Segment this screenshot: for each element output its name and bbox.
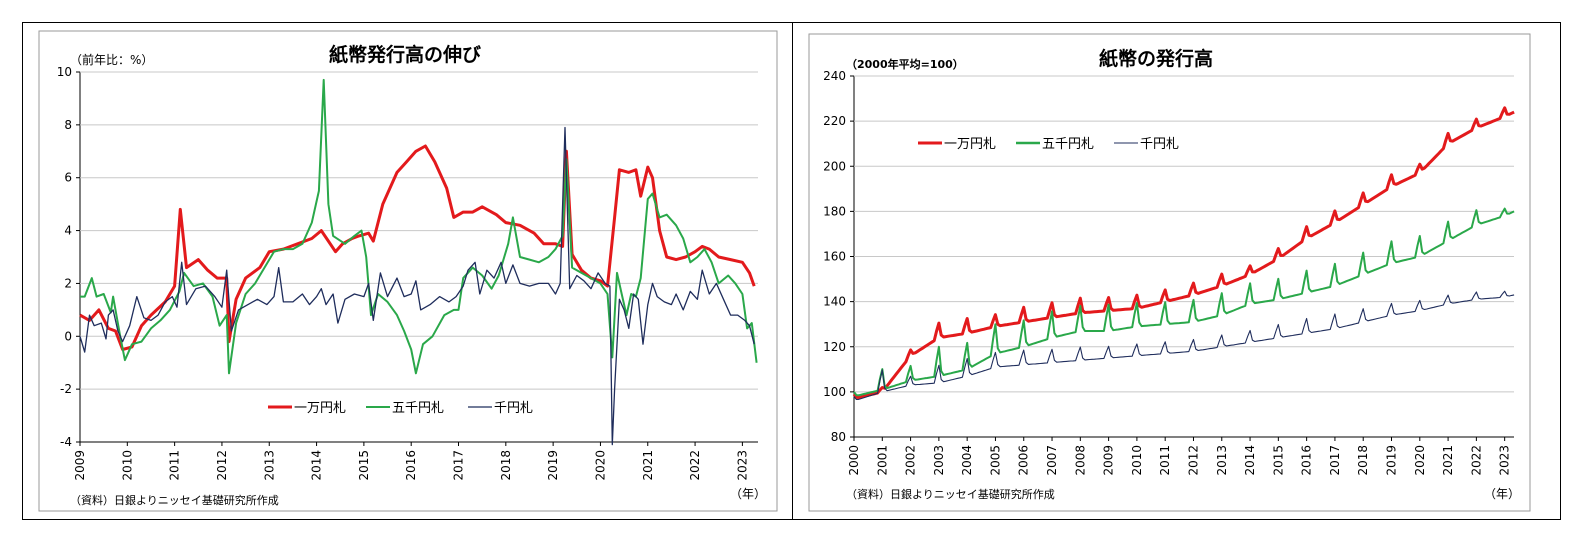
x-tick-label: 2008 (1073, 445, 1087, 476)
issuance-chart-y-ticks: 80 100 120 140 160 180 200 220 240 (823, 69, 846, 444)
y-tick-label: 140 (823, 295, 846, 309)
x-tick-label: 2014 (310, 450, 324, 481)
x-tick-label: 2004 (960, 445, 974, 476)
x-tick-label: 2010 (120, 450, 134, 481)
legend-label-10000: 一万円札 (944, 137, 996, 152)
issuance-chart-y-unit: （2000年平均=100） (846, 57, 964, 71)
x-tick-label: 2022 (688, 450, 702, 481)
x-tick-label: 2018 (1356, 445, 1370, 476)
growth-chart-y-unit: （前年比：%） (70, 52, 153, 67)
y-tick-label: -4 (60, 435, 72, 449)
legend-label-1000: 千円札 (494, 401, 533, 416)
series-line-2 (853, 290, 1515, 401)
x-tick-label: 2012 (215, 450, 229, 481)
y-tick-label: 4 (64, 224, 72, 238)
y-tick-label: 2 (64, 276, 72, 290)
growth-chart-title: 紙幣発行高の伸び (329, 43, 481, 66)
y-tick-label: 8 (64, 118, 72, 132)
y-tick-label: -2 (60, 382, 72, 396)
x-tick-label: 2013 (262, 450, 276, 481)
legend-label-5000: 五千円札 (1042, 137, 1094, 152)
growth-chart-legend: 一万円札 五千円札 千円札 (268, 401, 533, 416)
x-tick-label: 2012 (1186, 445, 1200, 476)
x-tick-label: 2003 (932, 445, 946, 476)
y-tick-label: 180 (823, 204, 846, 218)
panel-divider (792, 22, 793, 520)
y-tick-label: 80 (831, 430, 846, 444)
y-tick-label: 100 (823, 385, 846, 399)
x-tick-label: 2013 (1215, 445, 1229, 476)
series-line-1 (853, 207, 1515, 397)
x-tick-label: 2023 (1498, 445, 1512, 476)
x-tick-label: 2016 (1300, 445, 1314, 476)
legend-label-1000: 千円札 (1140, 137, 1179, 152)
x-tick-label: 2020 (1413, 445, 1427, 476)
x-tick-label: 2022 (1469, 445, 1483, 476)
y-tick-label: 120 (823, 340, 846, 354)
issuance-chart-title: 紙幣の発行高 (1099, 47, 1213, 70)
x-tick-label: 2009 (73, 450, 87, 481)
issuance-chart-border (808, 33, 1531, 512)
x-tick-label: 2018 (499, 450, 513, 481)
x-tick-label: 2015 (357, 450, 371, 481)
x-tick-label: 2009 (1102, 445, 1116, 476)
x-tick-label: 2019 (546, 450, 560, 481)
figure-frame (22, 22, 1561, 520)
x-tick-label: 2020 (593, 450, 607, 481)
series-line-2 (79, 126, 755, 446)
legend-label-10000: 一万円札 (294, 401, 346, 416)
x-tick-label: 2014 (1243, 445, 1257, 476)
y-tick-label: 240 (823, 69, 846, 83)
x-tick-label: 2002 (904, 445, 918, 476)
x-tick-label: 2021 (1441, 445, 1455, 476)
issuance-chart-legend: 一万円札 五千円札 千円札 (918, 137, 1179, 152)
legend-label-5000: 五千円札 (392, 401, 444, 416)
x-tick-label: 2021 (641, 450, 655, 481)
x-tick-label: 2000 (847, 445, 861, 476)
x-tick-label: 2001 (875, 445, 889, 476)
growth-chart-x-ticks: 2009 2010 2011 2012 2013 2014 2015 2016 2017 2018… (73, 450, 749, 481)
issuance-chart-gridlines (850, 75, 1514, 441)
series-line-0 (79, 144, 756, 351)
x-tick-label: 2011 (168, 450, 182, 481)
x-tick-label: 2015 (1271, 445, 1285, 476)
growth-chart-border (38, 30, 778, 512)
x-tick-label: 2023 (735, 450, 749, 481)
x-tick-label: 2019 (1385, 445, 1399, 476)
growth-chart-y-ticks: -4 -2 0 2 4 6 8 10 (57, 65, 72, 449)
growth-chart-source: （資料）日銀よりニッセイ基礎研究所作成 (70, 493, 279, 507)
x-tick-label: 2005 (988, 445, 1002, 476)
growth-chart-x-unit: （年） (730, 487, 766, 501)
x-tick-label: 2016 (404, 450, 418, 481)
y-tick-label: 10 (57, 65, 72, 79)
y-tick-label: 200 (823, 159, 846, 173)
growth-chart-series (79, 78, 758, 446)
issuance-chart-x-ticks: 2000 2001 2002 2003 2004 2005 2006 2007 2008 2009… (847, 445, 1512, 476)
x-tick-label: 2011 (1158, 445, 1172, 476)
x-tick-label: 2017 (452, 450, 466, 481)
series-line-1 (80, 78, 758, 375)
issuance-chart-source: （資料）日銀よりニッセイ基礎研究所作成 (846, 487, 1055, 501)
y-tick-label: 0 (64, 329, 72, 343)
x-tick-label: 2010 (1130, 445, 1144, 476)
x-tick-label: 2006 (1017, 445, 1031, 476)
issuance-chart-x-unit: （年） (1484, 487, 1520, 501)
y-tick-label: 160 (823, 250, 846, 264)
issuance-chart-series (852, 106, 1515, 401)
x-tick-label: 2017 (1328, 445, 1342, 476)
x-tick-label: 2007 (1045, 445, 1059, 476)
y-tick-label: 220 (823, 114, 846, 128)
series-line-0 (852, 106, 1515, 399)
y-tick-label: 6 (64, 171, 72, 185)
